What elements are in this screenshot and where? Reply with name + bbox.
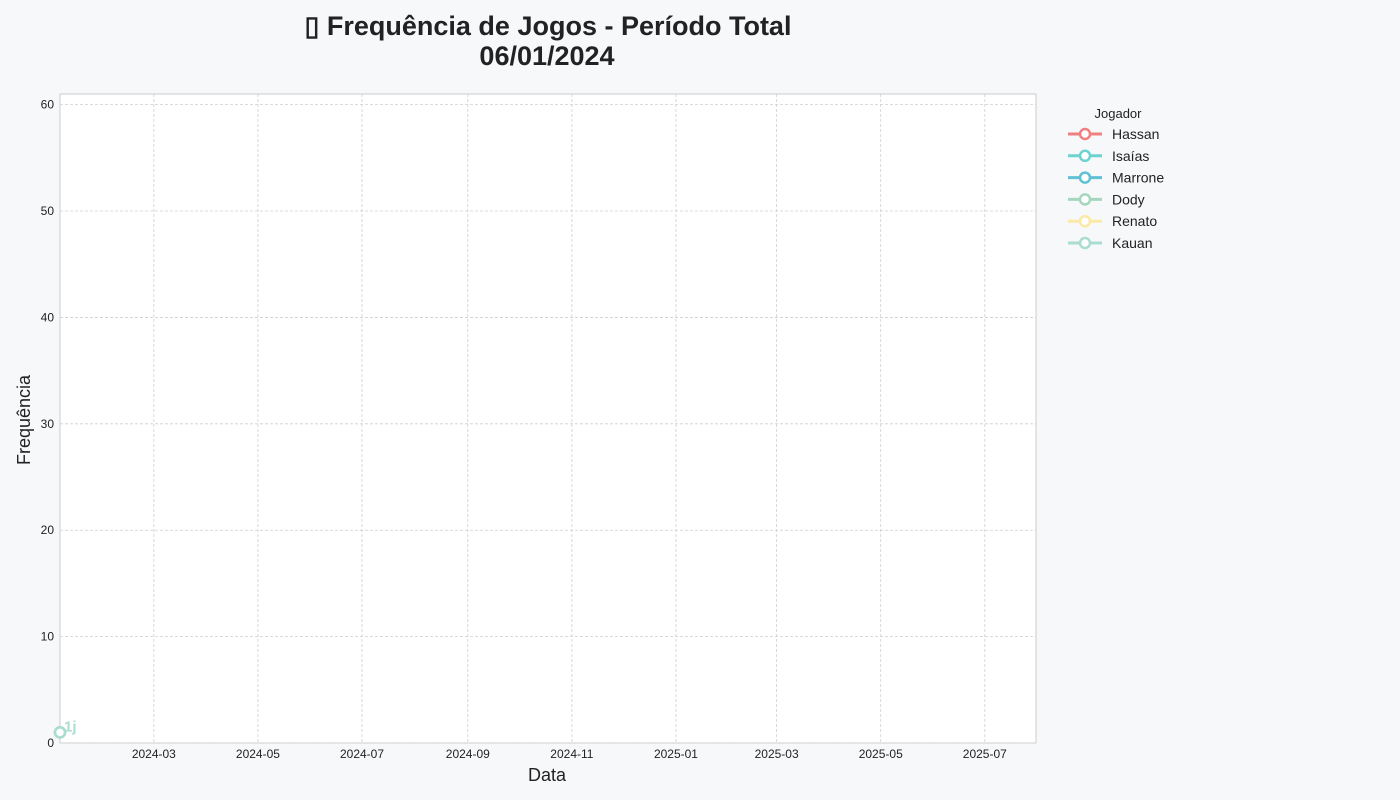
y-tick-label: 40 [41, 310, 55, 324]
x-tick-label: 2024-09 [446, 747, 490, 761]
legend: Jogador Hassan Isaías Marrone Dody Renato Kau… [1068, 106, 1164, 251]
legend-swatch-marker [1078, 214, 1092, 228]
x-tick-label: 2025-03 [755, 747, 799, 761]
legend-item-dody: Dody [1068, 191, 1145, 207]
x-tick-label: 2024-03 [132, 747, 176, 761]
y-tick-label: 50 [41, 204, 55, 218]
legend-item-renato: Renato [1068, 213, 1157, 229]
y-axis-ticks: 0 10 20 30 40 50 60 [41, 98, 55, 750]
annotations: 1j [64, 718, 77, 735]
legend-label: Dody [1112, 191, 1145, 207]
x-tick-label: 2024-11 [550, 747, 593, 761]
legend-item-hassan: Hassan [1068, 126, 1159, 142]
chart-subtitle: 06/01/2024 [479, 41, 614, 71]
legend-item-isaías: Isaías [1068, 148, 1149, 164]
chart-title: ▯ Frequência de Jogos - Período Total [305, 11, 792, 41]
legend-label: Isaías [1112, 148, 1149, 164]
legend-swatch-marker [1078, 236, 1092, 250]
legend-swatch-marker [1078, 149, 1092, 163]
legend-label: Hassan [1112, 126, 1159, 142]
data-label: 1j [64, 718, 77, 735]
x-tick-label: 2025-01 [654, 747, 698, 761]
legend-label: Marrone [1112, 170, 1164, 186]
y-tick-label: 0 [47, 736, 54, 750]
x-tick-label: 2025-07 [963, 747, 1007, 761]
series-group [53, 726, 67, 739]
grid [60, 94, 1036, 744]
legend-swatch-marker [1078, 127, 1092, 141]
y-tick-label: 60 [41, 98, 55, 112]
data-point [53, 726, 67, 739]
series-kauan [53, 726, 67, 739]
legend-item-kauan: Kauan [1068, 235, 1152, 251]
y-tick-label: 20 [41, 523, 55, 537]
legend-label: Kauan [1112, 235, 1152, 251]
x-axis-ticks: 2024-03 2024-05 2024-07 2024-09 2024-11 2025-… [132, 747, 1007, 761]
y-tick-label: 10 [41, 630, 55, 644]
x-axis-label: Data [528, 765, 567, 785]
y-tick-label: 30 [41, 417, 55, 431]
y-axis-label: Frequência [14, 374, 34, 465]
legend-title: Jogador [1095, 106, 1143, 121]
legend-swatch-marker [1078, 171, 1092, 184]
legend-item-marrone: Marrone [1068, 170, 1164, 186]
legend-label: Renato [1112, 213, 1157, 229]
plot-area [59, 93, 1037, 744]
x-tick-label: 2024-07 [340, 747, 384, 761]
legend-swatch-marker [1078, 193, 1092, 206]
x-tick-label: 2025-05 [859, 747, 903, 761]
x-tick-label: 2024-05 [236, 747, 280, 761]
